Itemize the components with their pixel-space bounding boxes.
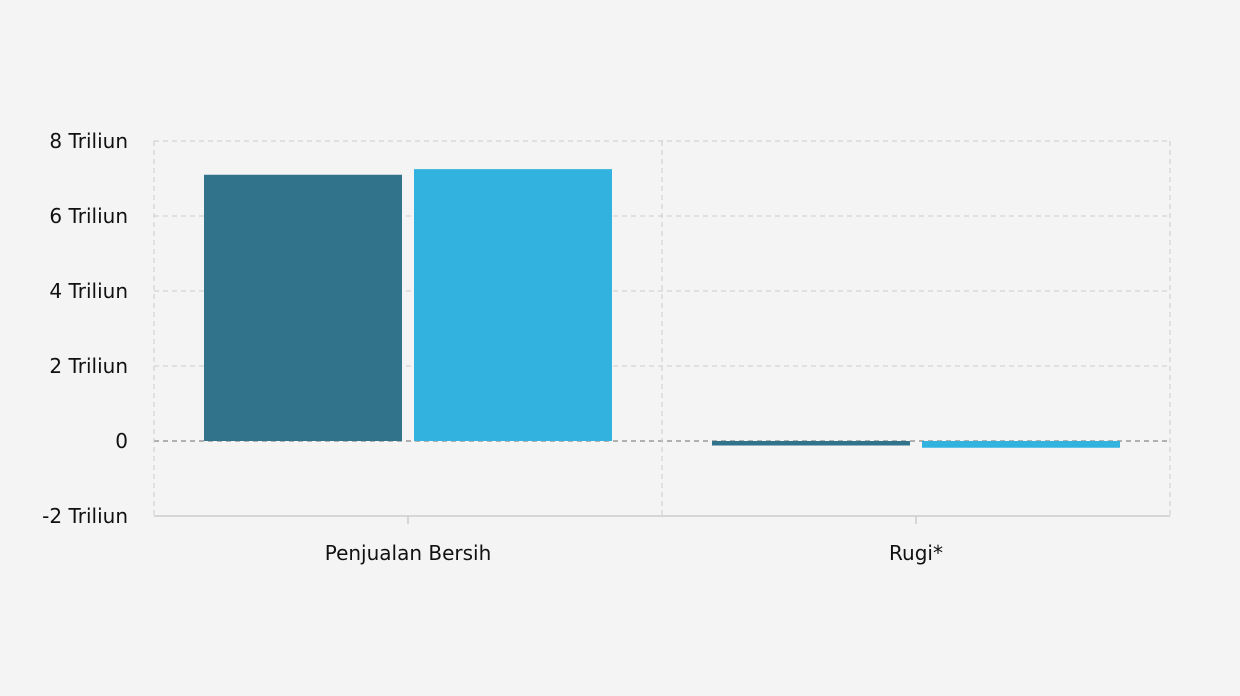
bars <box>204 169 1120 448</box>
bar-2-0 <box>414 169 612 441</box>
y-tick-label: 0 <box>115 429 128 453</box>
x-category-label: Rugi* <box>889 541 943 565</box>
y-tick-label: 4 Triliun <box>49 279 128 303</box>
y-tick-label: 2 Triliun <box>49 354 128 378</box>
y-tick-label: -2 Triliun <box>42 504 128 528</box>
y-tick-label: 8 Triliun <box>49 129 128 153</box>
bar-1-0 <box>204 174 402 441</box>
bar-1-1 <box>712 441 910 446</box>
axes <box>154 515 1170 524</box>
labels: -2 Triliun 0 2 Triliun 4 Triliun 6 Triliun 8 … <box>42 129 943 565</box>
bar-2-1 <box>922 441 1120 448</box>
x-category-label: Penjualan Bersih <box>325 541 492 565</box>
y-tick-label: 6 Triliun <box>49 204 128 228</box>
